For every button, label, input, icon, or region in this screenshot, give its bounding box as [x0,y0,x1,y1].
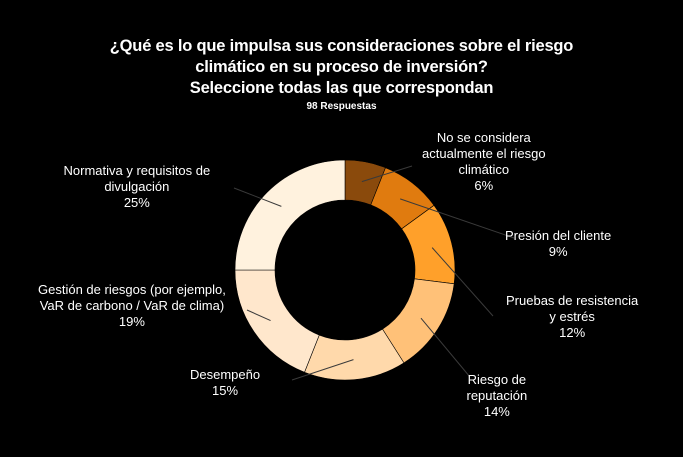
donut-slice-5 [234,269,320,373]
slice-label-5: Gestión de riesgos (por ejemplo, VaR de c… [38,282,226,330]
slice-value-label: 6% [474,178,494,193]
slice-label-text: No se considera [436,130,531,145]
chart-subtitle: 98 Respuestas [306,101,377,112]
slice-label-text: climático [458,162,510,177]
slice-label-6: Normativa y requisitos de divulgación 25% [64,163,211,211]
slice-label-text: Desempeño [190,367,261,382]
slice-label-text: actualmente el riesgo [422,146,546,161]
chart-title: ¿Qué es lo que impulsa sus consideracion… [0,36,683,114]
donut-slice-6 [234,159,346,271]
leader-line-3 [420,317,471,378]
slice-value-label: 25% [123,195,150,210]
leader-line-4 [291,359,354,381]
slice-label-text: Pruebas de resistencia [506,293,639,308]
slice-label-text: Presión del cliente [505,228,612,243]
leader-line-2 [431,247,494,317]
title-line-1: ¿Qué es lo que impulsa sus consideracion… [109,37,574,55]
title-line-3: Seleccione todas las que correspondan [189,79,494,97]
slice-label-text: Normativa y requisitos de [63,163,211,178]
title-line-2: climático en su proceso de inversión? [195,58,488,76]
leader-line-6 [233,187,282,207]
slice-value-label: 14% [483,404,510,419]
leader-line-0 [361,165,413,183]
slice-label-4: Desempeño 15% [190,367,260,399]
slice-label-text: divulgación [104,179,170,194]
slice-value-label: 12% [559,325,586,340]
slice-label-text: reputación [466,388,528,403]
slice-label-3: Riesgo de reputación 14% [467,372,528,420]
slice-value-label: 15% [212,383,239,398]
slice-label-text: VaR de carbono / VaR de clima) [39,298,225,313]
slice-label-1: Presión del cliente 9% [505,228,611,260]
slice-label-0: No se considera actualmente el riesgo clim… [422,130,546,194]
slice-value-label: 19% [118,314,145,329]
slice-label-text: y estrés [549,309,595,324]
slice-label-text: Riesgo de [467,372,527,387]
slice-value-label: 9% [548,244,568,259]
leader-line-1 [399,198,515,239]
leader-line-5 [246,309,271,322]
slice-label-2: Pruebas de resistencia y estrés 12% [506,293,638,341]
slice-label-text: Gestión de riesgos (por ejemplo, [38,282,226,297]
